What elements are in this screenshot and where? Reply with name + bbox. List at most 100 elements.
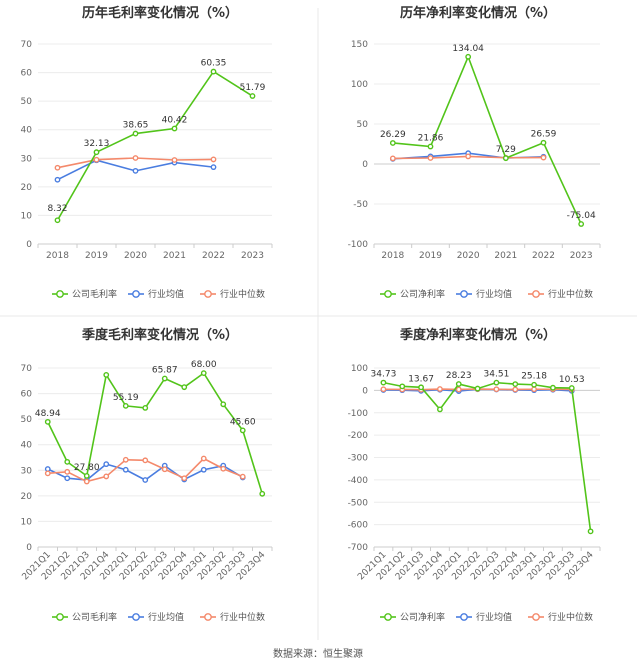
series-line-0: [56, 70, 253, 221]
data-point: [239, 427, 246, 434]
data-point: [122, 466, 129, 473]
data-label: 60.35: [201, 59, 227, 69]
y-tick-label: 100: [351, 364, 368, 374]
y-tick-label: 0: [26, 240, 32, 250]
legend-label: 行业均值: [148, 611, 184, 623]
data-point: [239, 473, 246, 480]
y-tick-label: 60: [21, 69, 33, 79]
x-tick-label: 2020: [124, 251, 147, 261]
legend-swatch-marker: [56, 290, 64, 298]
data-point: [578, 221, 585, 227]
y-tick-label: -600: [348, 521, 369, 531]
x-tick-label: 2019: [85, 251, 108, 261]
data-point: [93, 156, 100, 163]
data-label: 134.04: [452, 44, 484, 54]
y-tick-label: 30: [21, 154, 33, 164]
data-label: 10.53: [559, 375, 585, 385]
data-point: [587, 528, 594, 535]
data-point: [437, 406, 443, 413]
data-point: [64, 468, 71, 475]
data-point: [103, 461, 110, 468]
panel-quarterly-net-margin: 季度净利率变化情况（%） -700 -600 -500 -400 -300 -200 -10…: [348, 327, 601, 623]
data-point: [210, 164, 217, 171]
y-tick-label: 60: [21, 390, 33, 400]
data-label: 26.59: [531, 130, 557, 140]
data-point: [210, 156, 217, 163]
series-line-0: [383, 381, 592, 532]
y-tick-label: 50: [21, 97, 33, 107]
data-label: 34.51: [484, 370, 510, 380]
legend-swatch-marker: [384, 613, 392, 621]
y-tick-label: 20: [21, 183, 33, 193]
data-point: [455, 386, 462, 393]
legend-swatch-marker: [532, 290, 540, 298]
y-tick-label: 70: [21, 364, 33, 374]
data-point: [531, 381, 537, 388]
data-point: [132, 167, 139, 174]
legend-label: 行业中位数: [220, 288, 265, 300]
data-point: [200, 455, 207, 462]
data-point: [493, 386, 500, 393]
data-label: 32.13: [84, 139, 110, 149]
y-tick-label: 50: [357, 120, 369, 130]
legend-label: 行业均值: [476, 288, 512, 300]
data-point: [389, 140, 396, 146]
data-label: 65.87: [152, 366, 178, 376]
x-tick-label: 2021: [163, 251, 186, 261]
data-label: 21.86: [418, 134, 444, 144]
data-point: [54, 217, 61, 224]
y-tick-label: 0: [362, 160, 368, 170]
legend-label: 行业中位数: [548, 288, 593, 300]
data-point: [54, 164, 61, 171]
data-label: 27.80: [74, 463, 100, 473]
y-tick-label: 50: [21, 415, 33, 425]
data-point: [132, 155, 139, 161]
y-tick-label: -50: [353, 200, 368, 210]
y-tick-label: 70: [21, 40, 33, 50]
x-tick-label: 2023: [570, 251, 593, 261]
x-tick-label: 2018: [381, 251, 404, 261]
data-point: [220, 465, 227, 472]
data-point: [103, 372, 110, 378]
data-label: 40.42: [162, 116, 188, 126]
data-label: 13.67: [408, 374, 434, 384]
data-point: [418, 384, 424, 391]
plot-area: -100 -50 0 50 100 150 2018 2019 2020 2021 2022 2023…: [348, 40, 601, 300]
data-point: [220, 401, 227, 408]
data-point: [465, 153, 472, 160]
data-source-label: 数据来源：恒生聚源: [273, 647, 363, 660]
chart-title: 历年毛利率变化情况（%）: [82, 5, 238, 21]
data-label: 48.94: [35, 409, 61, 419]
legend-swatch-marker: [532, 613, 540, 621]
panel-annual-gross-margin: 历年毛利率变化情况（%） 0 10 20 30 40 50 60 70 2018 2019 2020…: [21, 5, 273, 300]
data-point: [161, 466, 168, 473]
data-point: [64, 458, 71, 465]
data-label: -75.04: [567, 211, 596, 221]
chart-title: 季度净利率变化情况（%）: [399, 327, 556, 343]
panel-quarterly-gross-margin: 季度毛利率变化情况（%） 0102030405060702021Q12021Q2…: [21, 327, 273, 623]
data-label: 26.29: [380, 130, 406, 140]
data-point: [132, 130, 139, 137]
data-point: [380, 379, 387, 386]
data-point: [437, 386, 443, 392]
legend-swatch-marker: [132, 613, 140, 621]
data-point: [399, 383, 406, 390]
y-tick-label: -100: [348, 409, 369, 419]
panel-annual-net-margin: 历年净利率变化情况（%） -100 -50 0 50 100 150 2018 2019 202…: [348, 5, 601, 300]
plot-area: 0 10 20 30 40 50 60 70 2018 2019 2020 2021 2022 2023 8…: [21, 40, 273, 300]
legend-label: 行业中位数: [548, 611, 593, 623]
data-label: 7.29: [496, 145, 516, 155]
data-point: [249, 93, 256, 99]
data-point: [427, 155, 434, 161]
data-point: [142, 477, 149, 483]
series-line-0: [392, 54, 582, 225]
chart-title: 季度毛利率变化情况（%）: [81, 327, 238, 343]
legend-swatch-marker: [204, 290, 212, 298]
x-tick-label: 2019: [419, 251, 442, 261]
legend-swatch-marker: [460, 613, 468, 621]
data-label: 34.73: [371, 370, 397, 380]
x-tick-label: 2022: [202, 251, 225, 261]
data-label: 68.00: [191, 360, 217, 370]
y-tick-label: 10: [21, 517, 33, 527]
